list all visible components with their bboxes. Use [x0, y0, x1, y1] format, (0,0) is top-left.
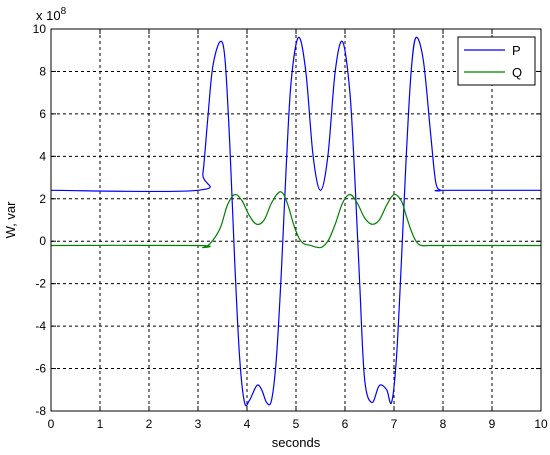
- series-group: [50, 36, 541, 407]
- y-axis-label: W, var: [3, 201, 18, 239]
- y-tick-label: -6: [35, 362, 46, 376]
- y-tick-label: -4: [35, 319, 46, 333]
- y-tick-label: 4: [39, 149, 46, 163]
- series-line-p: [50, 36, 541, 407]
- y-exponent-label: x 108: [36, 6, 67, 23]
- x-tick-label: 1: [97, 417, 104, 431]
- legend-label-q: Q: [512, 65, 522, 80]
- y-tick-label: -2: [35, 277, 46, 291]
- x-tick-label: 4: [244, 417, 251, 431]
- x-tick-label: 3: [195, 417, 202, 431]
- y-tick-label: 8: [39, 64, 46, 78]
- x-tick-label: 2: [146, 417, 153, 431]
- x-tick-label: 10: [534, 417, 548, 431]
- x-axis-label: seconds: [272, 435, 321, 450]
- x-tick-label: 8: [440, 417, 447, 431]
- series-line-q: [50, 191, 541, 249]
- legend-label-p: P: [512, 43, 521, 58]
- x-tick-label: 0: [48, 417, 55, 431]
- y-tick-label: 10: [33, 22, 47, 36]
- y-tick-label: 2: [39, 192, 46, 206]
- x-tick-label: 5: [293, 417, 300, 431]
- y-tick-label: -8: [35, 404, 46, 418]
- y-tick-label: 6: [39, 107, 46, 121]
- x-tick-label: 6: [342, 417, 349, 431]
- x-tick-label: 9: [489, 417, 496, 431]
- legend: PQ: [457, 36, 536, 86]
- legend-box: [457, 36, 536, 86]
- y-tick-label: 0: [39, 234, 46, 248]
- axis-ticks: 0 1 2 3 4 5 6 7 8 9 10 -8 -6 -4 -2 0 2 4 6 8 10: [33, 22, 548, 431]
- x-tick-label: 7: [391, 417, 398, 431]
